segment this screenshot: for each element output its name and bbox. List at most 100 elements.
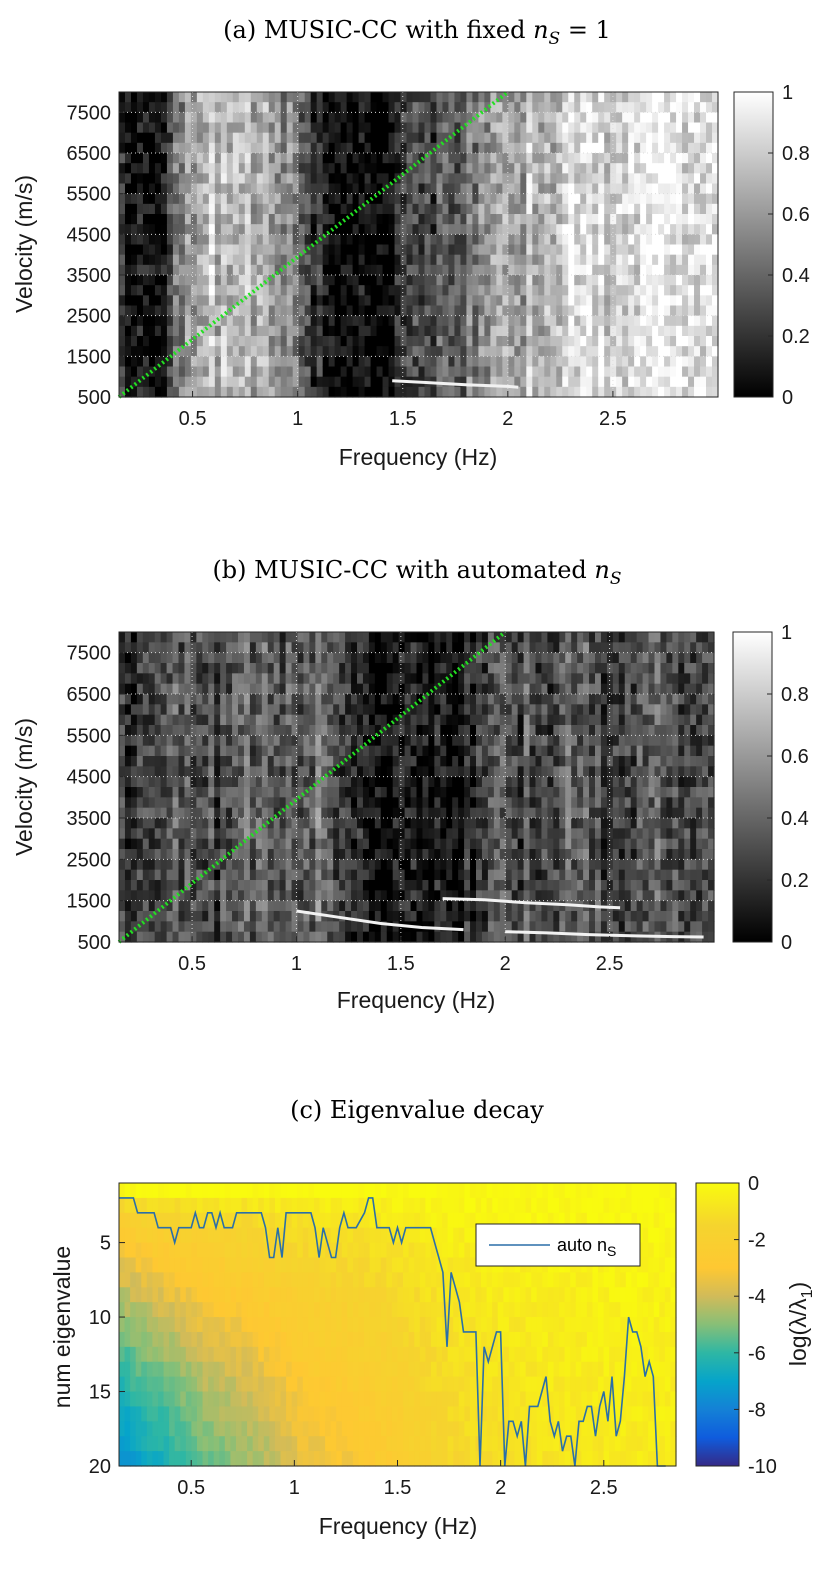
heatmap-cell [440, 931, 447, 943]
heatmap-cell [315, 673, 322, 685]
heatmap-cell [610, 295, 617, 307]
heatmap-cell [274, 356, 282, 368]
heatmap-cell [362, 735, 370, 747]
heatmap-cell [273, 663, 281, 674]
heatmap-cell [136, 756, 144, 767]
heatmap-cell [220, 756, 227, 767]
heatmap-cell [706, 264, 713, 276]
heatmap-cell [214, 315, 222, 327]
heatmap-cell [328, 163, 336, 174]
heatmap-cell [422, 683, 429, 695]
heatmap-cell [670, 193, 677, 205]
heatmap-cell [250, 275, 258, 286]
heatmap-cell [292, 386, 300, 398]
heatmap-cell [664, 163, 671, 174]
heatmap-cell [130, 122, 138, 134]
heatmap-cell [706, 203, 713, 215]
heatmap-cell [484, 224, 491, 235]
heatmap-cell [190, 725, 197, 736]
heatmap-cell [544, 244, 551, 256]
heatmap-cell [622, 163, 629, 174]
heatmap-cell [580, 183, 587, 195]
heatmap-cell [446, 787, 453, 798]
heatmap-cell [274, 315, 282, 327]
heatmap-cell [410, 890, 418, 902]
heatmap-cell [380, 673, 388, 685]
heatmap-cell [340, 173, 348, 185]
heatmap-cell [428, 683, 435, 695]
heatmap-cell [460, 244, 468, 256]
heatmap-cell [640, 193, 647, 205]
heatmap-cell [160, 234, 168, 246]
heatmap-cell [526, 234, 533, 246]
heatmap-cell [604, 163, 611, 174]
heatmap-cell [190, 787, 197, 798]
heatmap-cell [428, 849, 435, 860]
heatmap-cell [214, 356, 222, 368]
heatmap-cell [670, 315, 677, 327]
heatmap-cell [196, 285, 204, 296]
heatmap-cell [154, 694, 162, 705]
heatmap-cell [532, 346, 539, 357]
heatmap-cell [208, 725, 215, 736]
heatmap-cell [130, 305, 138, 317]
heatmap-cell [327, 869, 334, 881]
heatmap-cell [358, 234, 366, 246]
heatmap-cell [380, 859, 388, 871]
heatmap-cell [196, 756, 203, 767]
heatmap-cell [285, 911, 293, 922]
heatmap-cell [410, 642, 418, 654]
heatmap-cell [154, 295, 162, 307]
heatmap-cell [119, 295, 126, 307]
heatmap-cell [706, 142, 713, 154]
heatmap-cell [321, 787, 328, 798]
heatmap-cell [346, 183, 354, 195]
heatmap-cell [166, 92, 174, 103]
heatmap-cell [442, 142, 450, 154]
heatmap-cell [244, 193, 252, 205]
heatmap-cell [502, 336, 509, 347]
heatmap-cell [226, 214, 234, 225]
heatmap-cell [481, 849, 489, 860]
heatmap-cell [598, 356, 605, 368]
heatmap-cell [232, 386, 240, 398]
heatmap-cell [481, 745, 489, 757]
heatmap-cell [440, 921, 447, 933]
heatmap-cell [628, 214, 635, 225]
heatmap-cell [508, 356, 515, 368]
heatmap-cell [436, 142, 444, 154]
heatmap-cell [364, 173, 372, 185]
heatmap-cell [303, 714, 310, 726]
heatmap-cell [358, 163, 366, 174]
heatmap-cell [682, 224, 689, 235]
heatmap-cell [136, 336, 144, 347]
heatmap-cell [310, 112, 318, 124]
heatmap-cell [267, 663, 275, 674]
heatmap-cell [136, 683, 144, 695]
heatmap-cell [243, 683, 251, 695]
heatmap-cell [178, 264, 186, 276]
heatmap-cell [250, 214, 258, 225]
heatmap-cell [568, 366, 575, 378]
heatmap-cell [130, 356, 138, 368]
heatmap-cell [658, 376, 665, 388]
heatmap-cell [249, 828, 257, 840]
heatmap-cell [700, 254, 707, 266]
heatmap-cell [526, 275, 533, 286]
heatmap-cell [376, 366, 384, 378]
heatmap-cell [460, 193, 468, 205]
heatmap-cell [410, 818, 418, 829]
heatmap-cell [327, 849, 334, 860]
heatmap-cell [208, 305, 216, 317]
heatmap-cell [357, 642, 364, 654]
heatmap-cell [374, 880, 382, 891]
heatmap-cell [310, 336, 318, 347]
heatmap-cell [388, 356, 396, 368]
heatmap-cell [190, 797, 197, 809]
heatmap-cell [261, 632, 269, 643]
heatmap-cell [286, 275, 294, 286]
heatmap-cell [458, 673, 465, 685]
heatmap-cell [333, 632, 340, 643]
heatmap-cell [124, 694, 132, 705]
heatmap-cell [273, 673, 281, 685]
